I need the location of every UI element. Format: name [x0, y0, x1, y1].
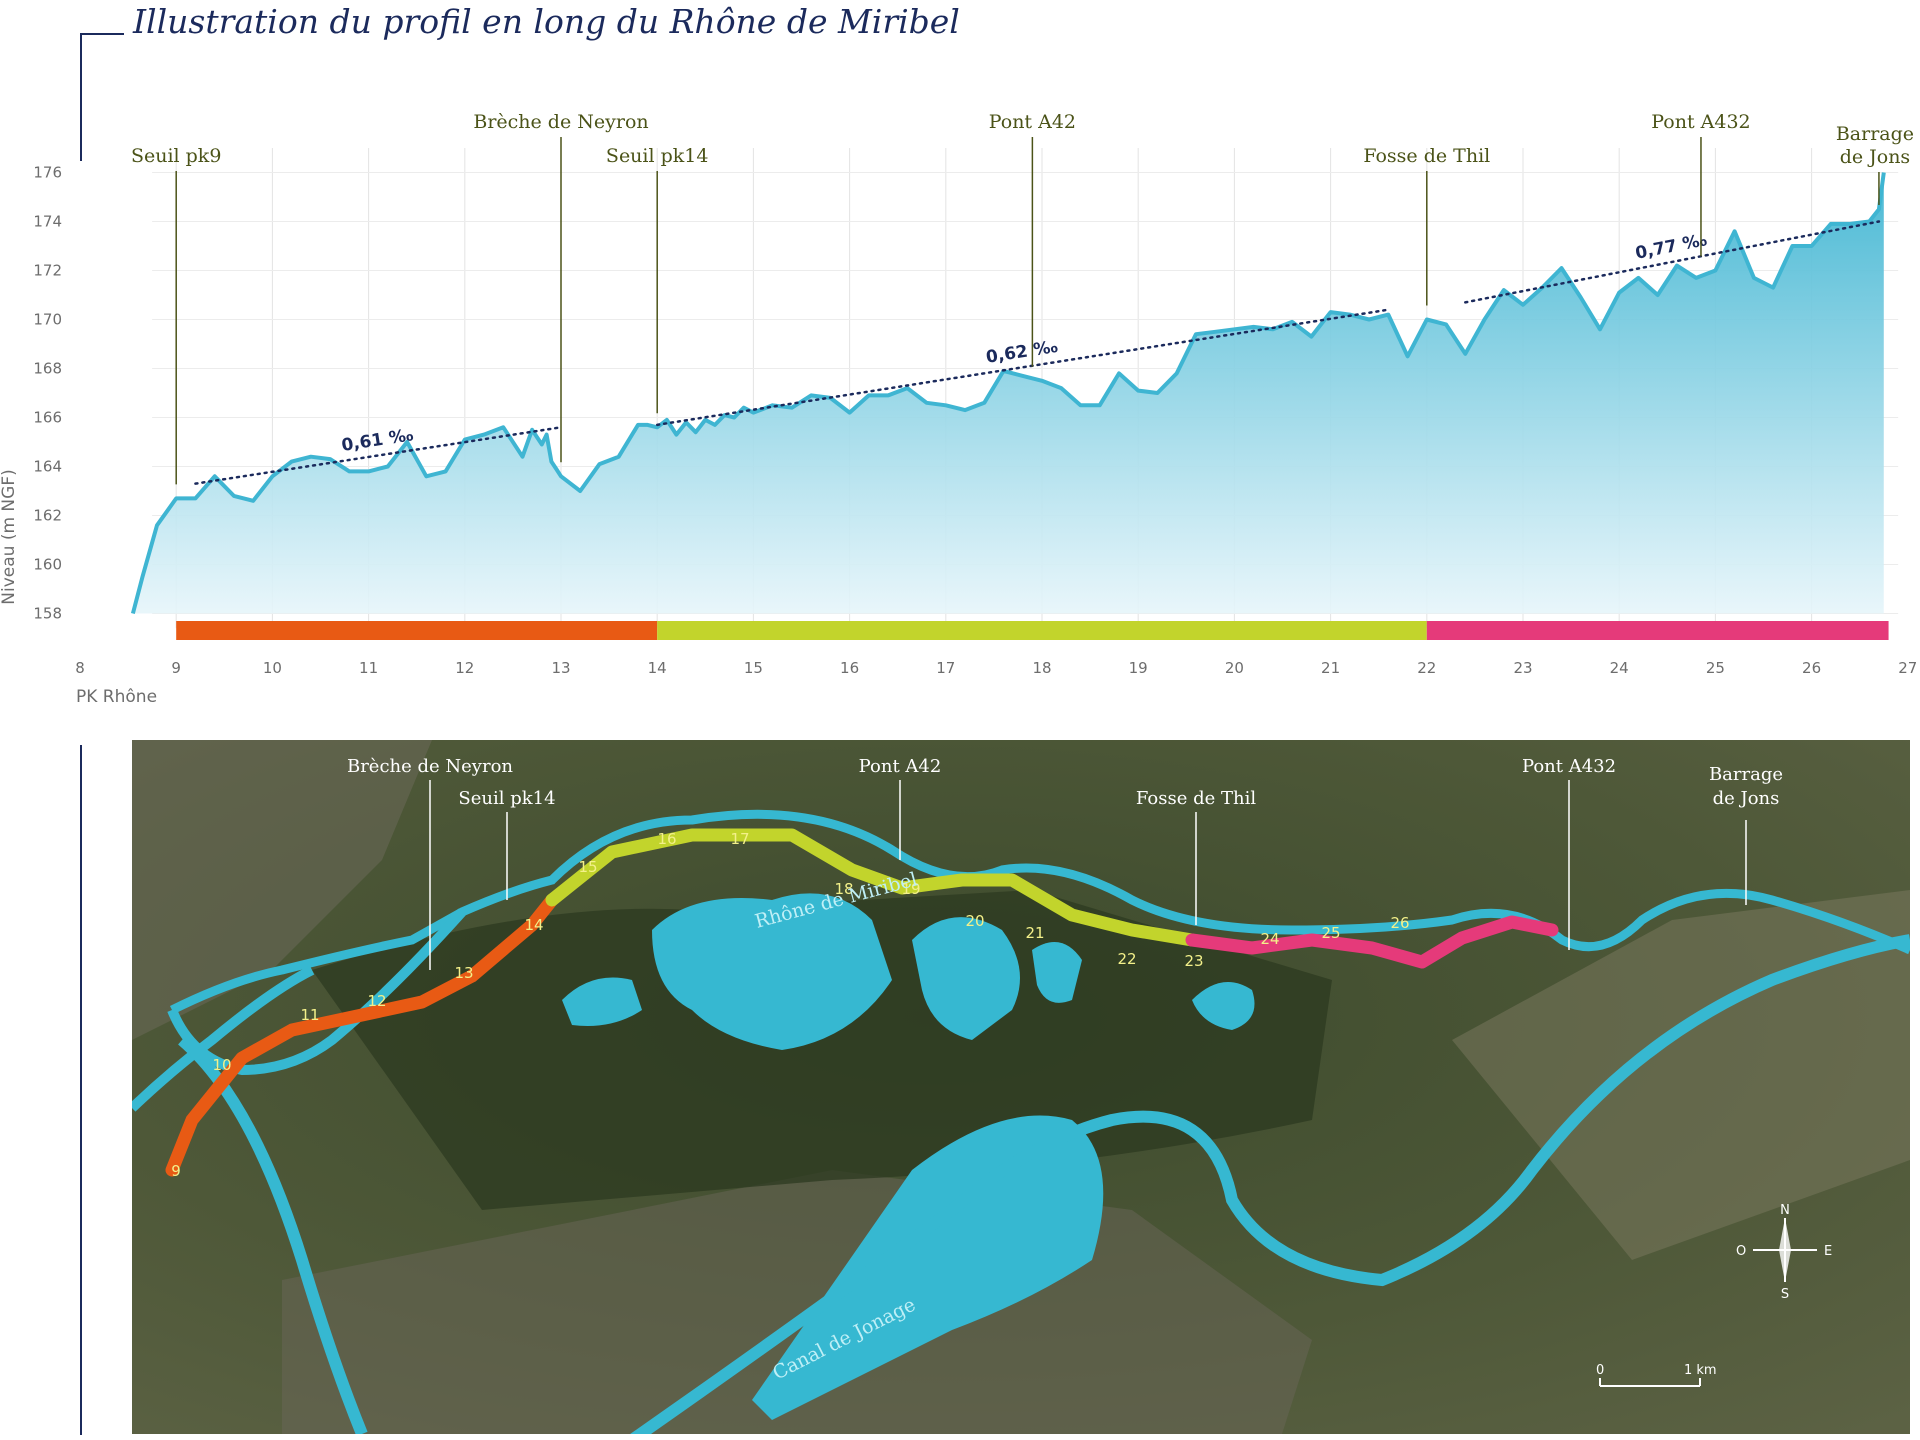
x-tick-17: 17 [936, 659, 955, 677]
landmark-label-br-che-de-neyron: Brèche de Neyron [473, 111, 648, 133]
x-tick-23: 23 [1513, 659, 1532, 677]
reach-segment-3 [1426, 621, 1889, 640]
reach-segment-1 [176, 621, 658, 640]
profile-area [132, 172, 1884, 614]
trend-label-2: 0,62 ‰ [985, 337, 1060, 368]
x-tick-13: 13 [551, 659, 570, 677]
profile-line [130, 172, 1886, 615]
y-tick-176: 176 [33, 164, 62, 182]
lakes [562, 893, 1255, 1420]
map-reach-segment-1 [165, 893, 559, 1177]
landmark-label-seuil-pk9: Seuil pk9 [131, 145, 221, 167]
landmark-label-fosse-de-thil: Fosse de Thil [1363, 145, 1490, 167]
x-tick-21: 21 [1321, 659, 1340, 677]
map-km-marker-11: 11 [300, 1006, 319, 1024]
landmark-label-seuil-pk14: Seuil pk14 [606, 145, 709, 167]
x-tick-20: 20 [1225, 659, 1244, 677]
x-tick-16: 16 [840, 659, 859, 677]
x-tick-24: 24 [1610, 659, 1629, 677]
y-tick-174: 174 [33, 213, 62, 231]
x-tick-19: 19 [1129, 659, 1148, 677]
x-tick-10: 10 [263, 659, 282, 677]
x-tick-11: 11 [359, 659, 378, 677]
map-km-marker-22: 22 [1117, 950, 1136, 968]
trend-label-3: 0,77 ‰ [1634, 230, 1709, 264]
title-rule-vertical [80, 33, 82, 161]
map-landmark-pont-a42: Pont A42 [859, 756, 942, 777]
trend-line-2 [655, 308, 1390, 427]
landmark-label-barrage-de-jons-line2: de Jons [1840, 146, 1911, 168]
x-tick-27: 27 [1898, 659, 1917, 677]
title-rule [80, 33, 124, 35]
y-tick-160: 160 [33, 556, 62, 574]
map-landmark-barrage: Barrage [1709, 764, 1783, 785]
map-km-marker-14: 14 [524, 916, 543, 934]
compass-o: O [1736, 1244, 1746, 1259]
map-km-marker-17: 17 [730, 830, 749, 848]
x-axis-label: PK Rhône [76, 687, 157, 707]
compass-n: N [1780, 1203, 1790, 1218]
map-km-marker-18: 18 [834, 880, 853, 898]
x-tick-8: 8 [75, 659, 85, 677]
x-tick-12: 12 [455, 659, 474, 677]
map-km-marker-21: 21 [1025, 924, 1044, 942]
map-km-marker-23: 23 [1184, 952, 1203, 970]
y-tick-172: 172 [33, 262, 62, 280]
map-km-marker-12: 12 [367, 992, 386, 1010]
scale-label-zero: 0 [1596, 1363, 1604, 1378]
x-tick-25: 25 [1706, 659, 1725, 677]
map-km-marker-13: 13 [454, 964, 473, 982]
y-tick-170: 170 [33, 311, 62, 329]
compass-e: E [1824, 1244, 1832, 1259]
x-tick-22: 22 [1417, 659, 1436, 677]
x-tick-26: 26 [1802, 659, 1821, 677]
y-tick-166: 166 [33, 409, 62, 427]
map-km-marker-26: 26 [1390, 914, 1409, 932]
x-tick-15: 15 [744, 659, 763, 677]
landmark-label-barrage-de-jons-line1: Barrage [1836, 123, 1914, 145]
map-landmark-br-che-de-neyron: Brèche de Neyron [347, 756, 513, 777]
map-km-marker-25: 25 [1321, 924, 1340, 942]
map-km-marker-24: 24 [1260, 930, 1279, 948]
x-tick-18: 18 [1032, 659, 1051, 677]
map-km-marker-10: 10 [212, 1056, 231, 1074]
map-km-marker-19: 19 [901, 880, 920, 898]
landmark-label-pont-a432: Pont A432 [1651, 111, 1750, 133]
map-km-marker-15: 15 [578, 858, 597, 876]
map-scale-bar: 0 1 km [1596, 1363, 1717, 1387]
canal-de-jonage [630, 934, 1910, 1434]
urban-area-left [132, 740, 432, 1040]
y-axis-label: Niveau (m NGF) [0, 469, 19, 604]
map-km-marker-9: 9 [171, 1162, 181, 1180]
map-reach-segment-2 [545, 828, 1199, 947]
map-landmark-fosse-de-thil: Fosse de Thil [1136, 788, 1256, 809]
y-tick-162: 162 [33, 507, 62, 525]
map-rule-vertical [80, 745, 82, 1435]
compass-rose: N E S O [1736, 1203, 1832, 1302]
map-km-marker-20: 20 [965, 912, 984, 930]
page-title: Illustration du profil en long du Rhône … [133, 2, 960, 41]
compass-s: S [1781, 1287, 1789, 1302]
landmark-label-pont-a42: Pont A42 [989, 111, 1076, 133]
x-tick-9: 9 [171, 659, 181, 677]
y-tick-168: 168 [33, 360, 62, 378]
rhone-de-miribel [169, 809, 1910, 1015]
map-landmark-de-jons: de Jons [1713, 788, 1780, 809]
scale-label-km: 1 km [1684, 1363, 1717, 1378]
y-tick-164: 164 [33, 458, 62, 476]
y-tick-158: 158 [33, 605, 62, 623]
map-km-marker-16: 16 [657, 830, 676, 848]
x-tick-14: 14 [648, 659, 667, 677]
trend-line-1 [194, 426, 563, 485]
trend-line-3 [1464, 220, 1881, 304]
reach-segment-2 [657, 621, 1427, 640]
map-reach-segment-3 [1185, 915, 1559, 969]
map-landmark-seuil-pk14: Seuil pk14 [458, 788, 555, 809]
map-landmark-pont-a432: Pont A432 [1522, 756, 1616, 777]
urban-area-right [1452, 890, 1910, 1260]
